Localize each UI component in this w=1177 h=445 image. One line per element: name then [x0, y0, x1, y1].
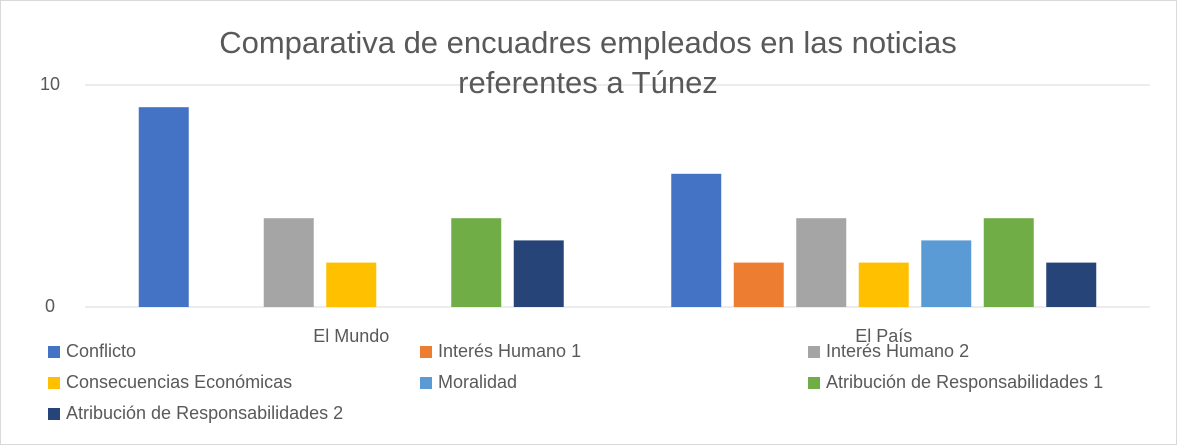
bar — [1046, 262, 1097, 307]
x-tick-label: El País — [855, 326, 912, 346]
bar — [326, 262, 377, 307]
legend-swatch — [48, 377, 60, 389]
bar — [921, 240, 972, 307]
bar — [138, 107, 189, 307]
legend-label: Atribución de Responsabilidades 2 — [66, 403, 343, 423]
bar — [796, 218, 847, 307]
bar — [858, 262, 909, 307]
bar — [983, 218, 1034, 307]
legend-label: Interés Humano 1 — [438, 341, 581, 361]
bar — [671, 173, 722, 307]
chart-title: Comparativa de encuadres empleados en la… — [219, 25, 957, 100]
legend-label: Consecuencias Económicas — [66, 372, 292, 392]
legend-label: Atribución de Responsabilidades 1 — [826, 372, 1103, 392]
bar — [263, 218, 314, 307]
legend-swatch — [48, 408, 60, 420]
bar — [513, 240, 564, 307]
legend-label: Interés Humano 2 — [826, 341, 969, 361]
legend-label: Moralidad — [438, 372, 517, 392]
legend-swatch — [808, 346, 820, 358]
y-tick-label: 0 — [45, 296, 55, 316]
legend-swatch — [420, 377, 432, 389]
legend-label: Conflicto — [66, 341, 136, 361]
x-tick-label: El Mundo — [313, 326, 389, 346]
bar — [451, 218, 502, 307]
legend-swatch — [420, 346, 432, 358]
bar — [733, 262, 784, 307]
legend-swatch — [808, 377, 820, 389]
legend-swatch — [48, 346, 60, 358]
y-tick-label: 10 — [40, 74, 60, 94]
